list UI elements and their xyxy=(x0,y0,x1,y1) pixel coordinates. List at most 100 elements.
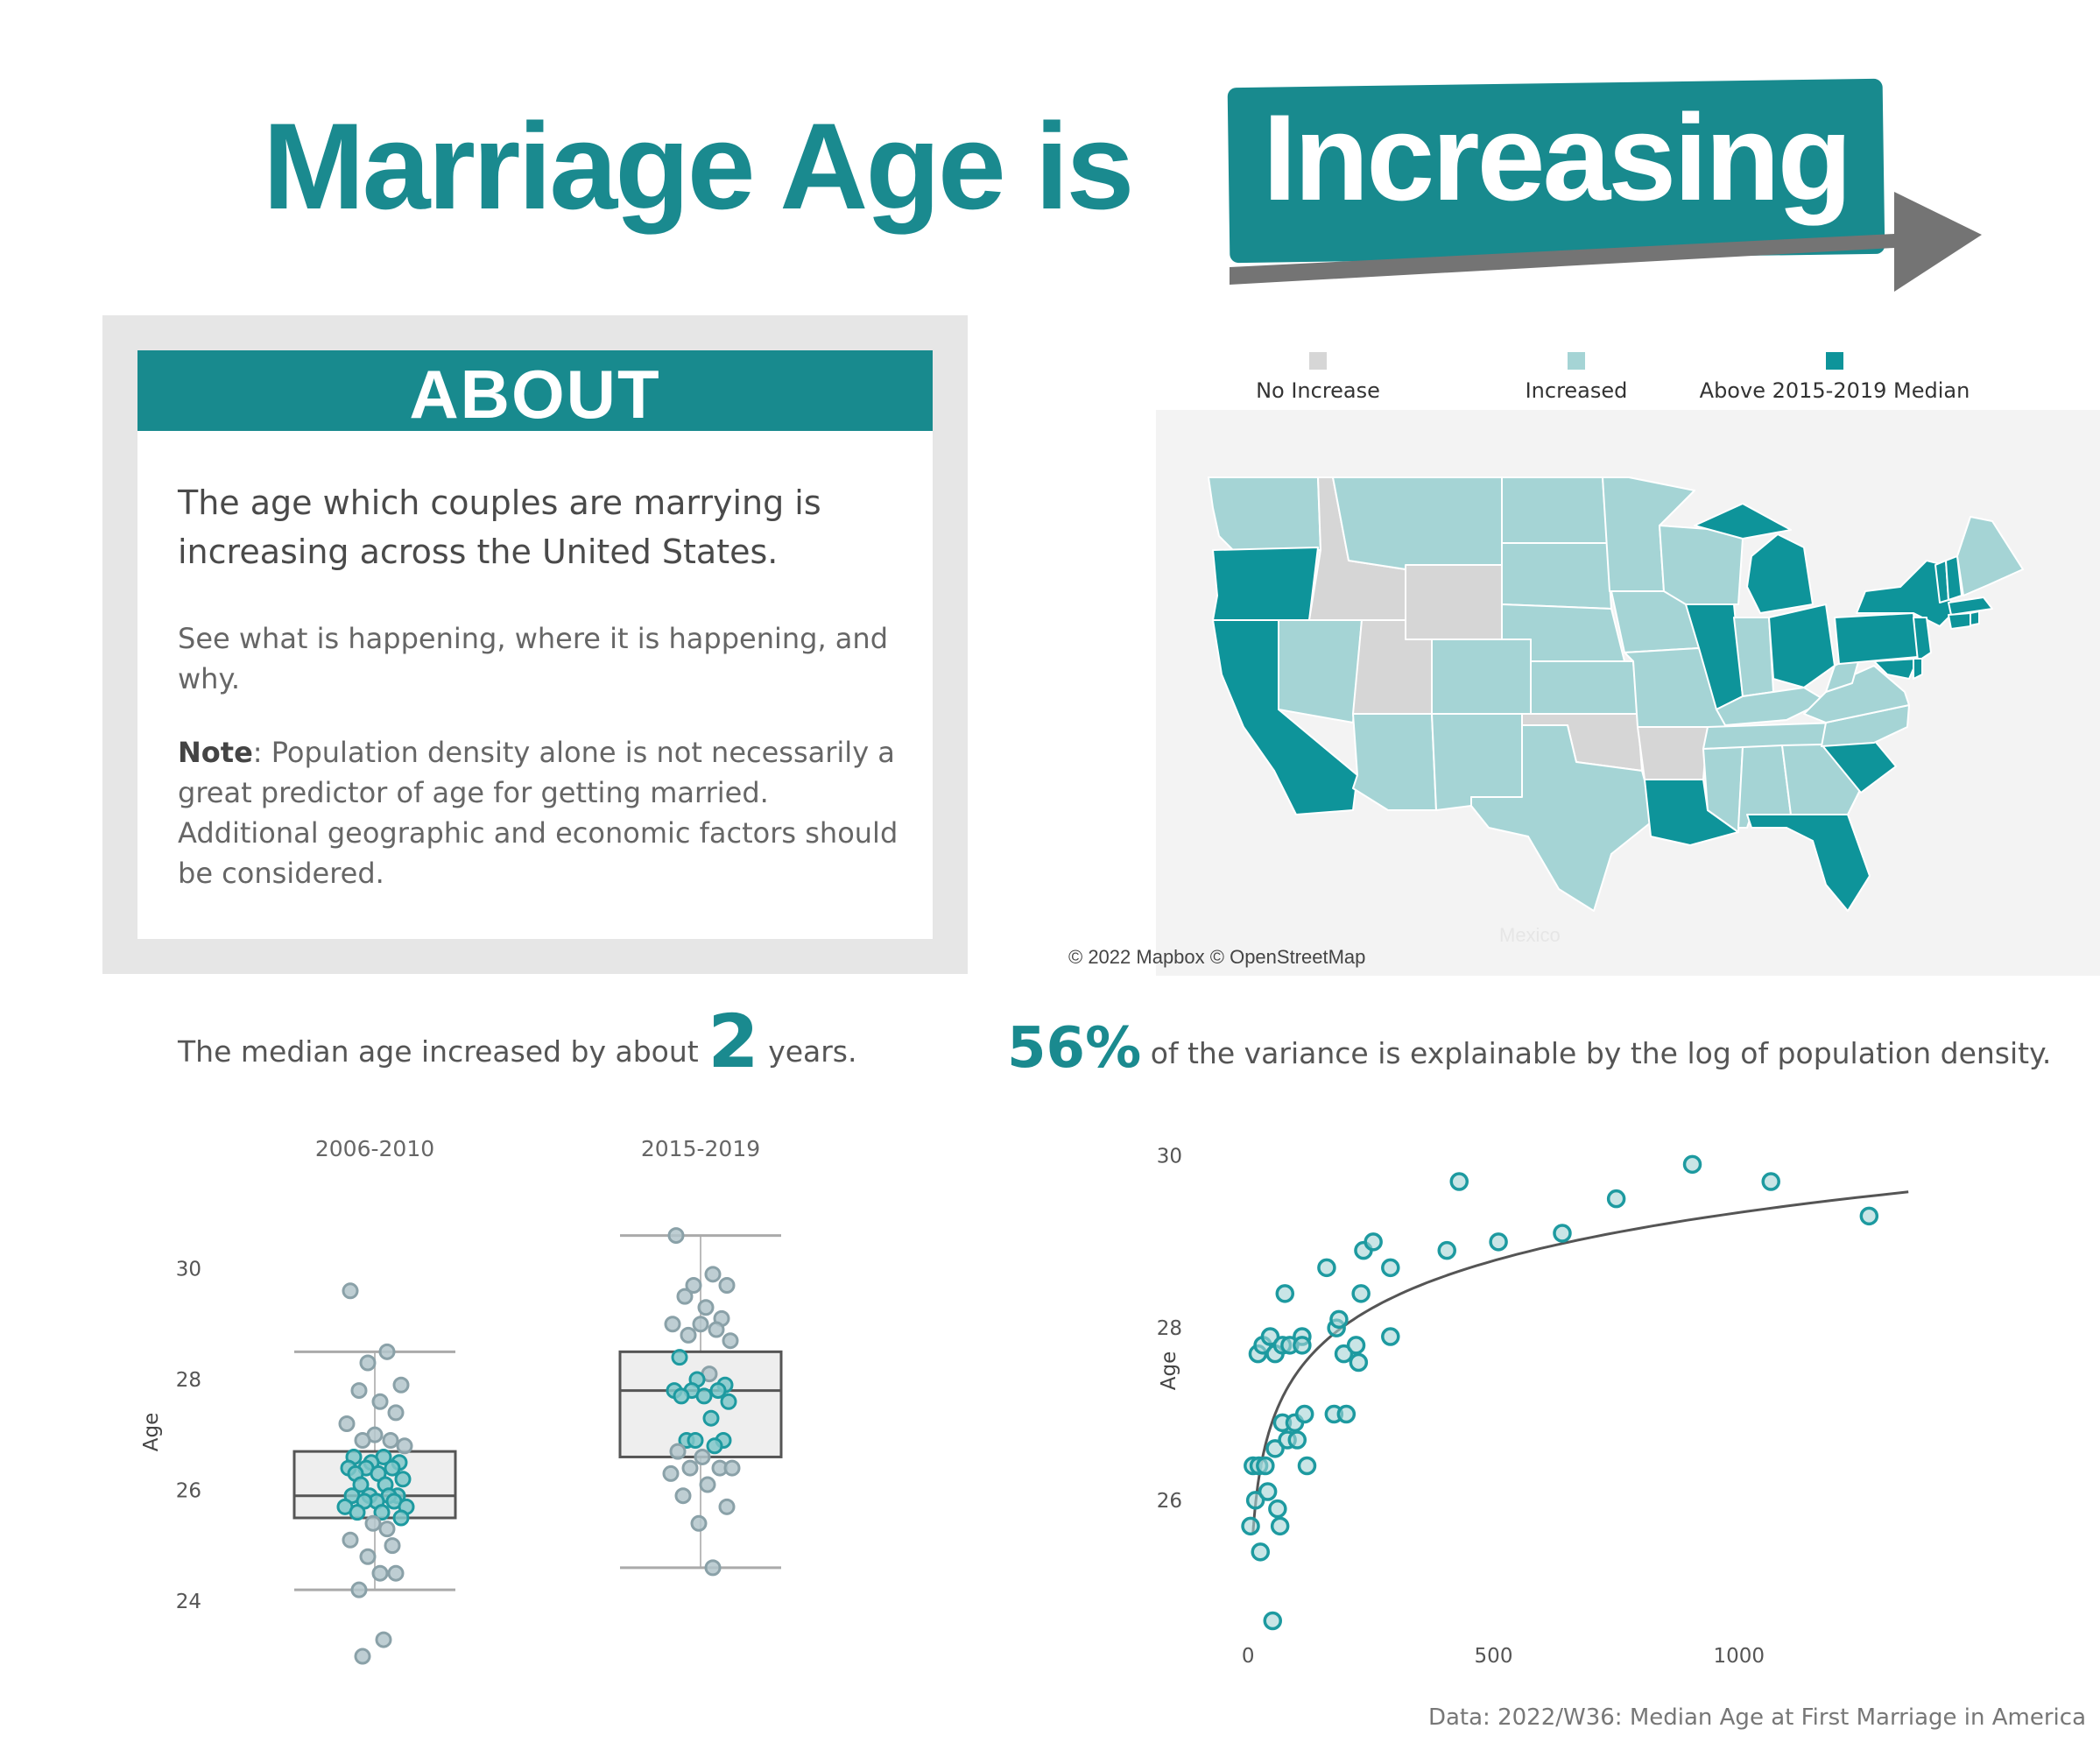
box-data-point[interactable] xyxy=(359,1548,377,1565)
scatter-data-point[interactable] xyxy=(1606,1189,1626,1209)
box-data-point[interactable] xyxy=(718,1276,736,1294)
box-data-point[interactable] xyxy=(681,1459,699,1477)
stat-left-suffix: years. xyxy=(768,1034,857,1069)
scatter-data-point[interactable] xyxy=(1275,1284,1295,1303)
box-data-point[interactable] xyxy=(697,1299,715,1316)
box-data-point[interactable] xyxy=(722,1332,739,1350)
box-data-point[interactable] xyxy=(382,1431,399,1449)
scatter-data-point[interactable] xyxy=(1293,1336,1312,1355)
box-data-point[interactable] xyxy=(709,1382,727,1400)
box-data-point[interactable] xyxy=(375,1631,392,1648)
scatter-data-point[interactable] xyxy=(1761,1172,1780,1191)
scatter-data-point[interactable] xyxy=(1329,1309,1349,1330)
scatter-data-point[interactable] xyxy=(1268,1499,1287,1519)
scatter-data-point[interactable] xyxy=(1256,1456,1275,1476)
box-y-tick-label: 30 xyxy=(176,1259,201,1281)
scatter-data-point[interactable] xyxy=(1334,1344,1354,1364)
legend-item-no-increase[interactable]: No Increase xyxy=(1209,352,1427,403)
map-credit[interactable]: © 2022 Mapbox © OpenStreetMap xyxy=(1068,946,1366,968)
scatter-data-point[interactable] xyxy=(1258,1482,1278,1501)
density-scatter-chart[interactable]: Age 26 28 30 0 500 1000 xyxy=(1156,1112,1944,1673)
box-data-point[interactable] xyxy=(364,1514,382,1532)
box-data-point[interactable] xyxy=(662,1464,680,1482)
box-data-point[interactable] xyxy=(338,1415,356,1433)
box-data-point[interactable] xyxy=(695,1387,713,1405)
box-data-point[interactable] xyxy=(354,1648,371,1665)
scatter-data-point[interactable] xyxy=(1265,1439,1285,1458)
box-data-point[interactable] xyxy=(359,1354,377,1372)
box-data-point[interactable] xyxy=(674,1487,692,1505)
scatter-data-point[interactable] xyxy=(1437,1240,1456,1260)
box-data-point[interactable] xyxy=(720,1393,737,1410)
box-data-point[interactable] xyxy=(671,1349,688,1366)
box-data-point[interactable] xyxy=(392,1376,410,1394)
age-boxplot-chart[interactable]: 2006-2010 2015-2019 Age 24 26 28 30 xyxy=(105,1121,946,1682)
scatter-data-point[interactable] xyxy=(1251,1542,1270,1562)
box-data-point[interactable] xyxy=(384,1459,401,1477)
box-data-point[interactable] xyxy=(706,1437,723,1455)
scatter-data-point[interactable] xyxy=(1294,1404,1314,1424)
box-data-point[interactable] xyxy=(387,1404,405,1422)
scatter-data-point[interactable] xyxy=(1287,1430,1307,1450)
box-y-tick-label: 28 xyxy=(176,1369,201,1392)
scatter-data-point[interactable] xyxy=(1336,1404,1357,1424)
box-data-point[interactable] xyxy=(723,1459,741,1477)
box-data-point[interactable] xyxy=(694,1448,711,1465)
box-data-point[interactable] xyxy=(378,1521,396,1538)
scatter-data-point[interactable] xyxy=(1553,1224,1572,1243)
box-data-point[interactable] xyxy=(669,1443,687,1460)
scatter-data-point[interactable] xyxy=(1489,1232,1508,1252)
scatter-data-point[interactable] xyxy=(1346,1336,1366,1355)
box-data-point[interactable] xyxy=(699,1476,716,1493)
box-data-point[interactable] xyxy=(687,1431,704,1449)
scatter-data-point[interactable] xyxy=(1381,1327,1400,1346)
scatter-data-point[interactable] xyxy=(1364,1232,1383,1252)
box-data-point[interactable] xyxy=(387,1564,405,1582)
box-data-point[interactable] xyxy=(342,1282,359,1300)
box-data-point[interactable] xyxy=(704,1559,722,1577)
box-data-point[interactable] xyxy=(371,1564,389,1582)
box-data-point[interactable] xyxy=(673,1387,690,1405)
legend-label: Above 2015-2019 Median xyxy=(1699,378,1970,403)
box-data-point[interactable] xyxy=(704,1266,722,1283)
scatter-data-point[interactable] xyxy=(1263,1611,1283,1631)
scatter-data-point[interactable] xyxy=(1381,1258,1400,1278)
box-data-point[interactable] xyxy=(676,1288,694,1305)
legend-item-increased[interactable]: Increased xyxy=(1471,352,1681,403)
box-data-point[interactable] xyxy=(396,1437,413,1455)
scatter-data-point[interactable] xyxy=(1449,1172,1469,1191)
box-data-point[interactable] xyxy=(685,1276,702,1294)
scatter-data-point[interactable] xyxy=(1245,1491,1265,1510)
box-data-point[interactable] xyxy=(392,1509,410,1527)
box-data-point[interactable] xyxy=(394,1471,412,1488)
box-data-point[interactable] xyxy=(692,1316,709,1333)
scatter-data-point[interactable] xyxy=(1260,1327,1280,1346)
box-data-point[interactable] xyxy=(371,1393,389,1410)
box-data-point[interactable] xyxy=(384,1537,401,1555)
box-data-point[interactable] xyxy=(708,1321,725,1338)
box-data-point[interactable] xyxy=(702,1409,720,1427)
box-data-point[interactable] xyxy=(342,1531,359,1549)
scatter-data-point[interactable] xyxy=(1349,1352,1369,1372)
box-data-point[interactable] xyxy=(378,1343,396,1360)
box-data-point[interactable] xyxy=(350,1382,368,1400)
box-data-point[interactable] xyxy=(354,1431,371,1449)
scatter-data-point[interactable] xyxy=(1859,1206,1879,1226)
scatter-data-point[interactable] xyxy=(1682,1154,1702,1175)
scatter-data-point[interactable] xyxy=(1297,1456,1317,1476)
us-choropleth-map[interactable]: Mexico xyxy=(1156,410,2100,976)
box-data-point[interactable] xyxy=(718,1498,736,1515)
box-data-point[interactable] xyxy=(667,1227,685,1245)
scatter-data-point[interactable] xyxy=(1351,1284,1371,1303)
scatter-data-point[interactable] xyxy=(1270,1516,1290,1536)
box-data-point[interactable] xyxy=(373,1504,391,1521)
box-data-point[interactable] xyxy=(349,1504,366,1521)
box-data-point[interactable] xyxy=(350,1581,368,1598)
box-data-point[interactable] xyxy=(680,1326,697,1344)
legend-item-above-median[interactable]: Above 2015-2019 Median xyxy=(1690,352,1979,403)
scatter-data-point[interactable] xyxy=(1317,1258,1336,1278)
box-data-point[interactable] xyxy=(352,1476,370,1493)
scatter-data-point[interactable] xyxy=(1241,1516,1260,1536)
box-data-point[interactable] xyxy=(664,1316,681,1333)
box-data-point[interactable] xyxy=(690,1514,708,1532)
